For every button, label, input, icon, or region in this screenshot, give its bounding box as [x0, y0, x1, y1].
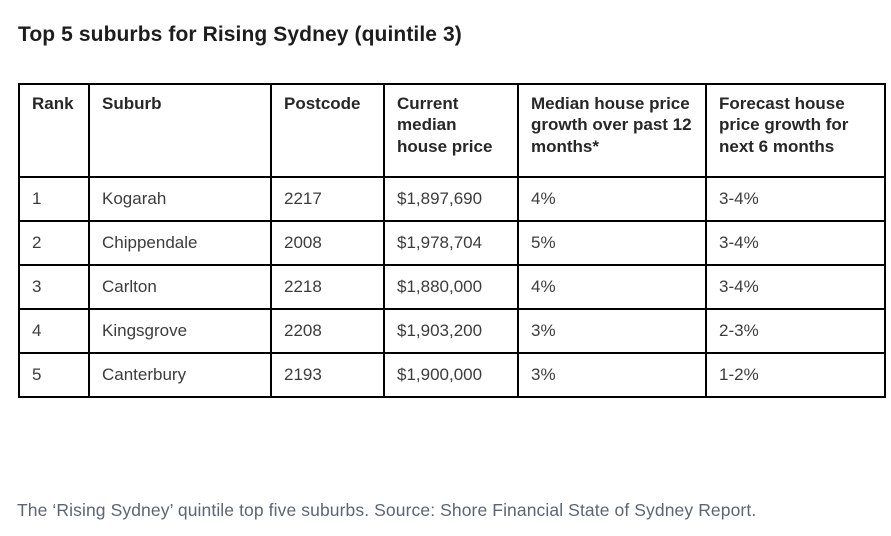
table-row: 2 Chippendale 2008 $1,978,704 5% 3-4% — [18, 220, 886, 266]
figure-caption: The ‘Rising Sydney’ quintile top five su… — [17, 500, 757, 520]
column-header: Current median house price — [383, 83, 519, 178]
table-cell: Canterbury — [88, 352, 272, 398]
table-cell: 1-2% — [705, 352, 886, 398]
table-cell: Carlton — [88, 264, 272, 310]
table-cell: $1,900,000 — [383, 352, 519, 398]
column-header: Suburb — [88, 83, 272, 178]
table-cell: 4% — [517, 264, 707, 310]
table-cell: 5% — [517, 220, 707, 266]
table-cell: Kingsgrove — [88, 308, 272, 354]
table-cell: Kogarah — [88, 176, 272, 222]
table-cell: 2208 — [270, 308, 385, 354]
table-cell: Chippendale — [88, 220, 272, 266]
table-cell: 2-3% — [705, 308, 886, 354]
table-cell: 2008 — [270, 220, 385, 266]
table-cell: 2218 — [270, 264, 385, 310]
table-cell: $1,897,690 — [383, 176, 519, 222]
table-cell: $1,903,200 — [383, 308, 519, 354]
table-cell: 1 — [18, 176, 90, 222]
table-cell: 3-4% — [705, 176, 886, 222]
table-cell: 3-4% — [705, 220, 886, 266]
table-cell: $1,880,000 — [383, 264, 519, 310]
table-header-row: Rank Suburb Postcode Current median house p… — [18, 83, 886, 178]
table-row: 3 Carlton 2218 $1,880,000 4% 3-4% — [18, 264, 886, 310]
table-row: 1 Kogarah 2217 $1,897,690 4% 3-4% — [18, 176, 886, 222]
table-cell: 3 — [18, 264, 90, 310]
column-header: Median house price growth over past 12 m… — [517, 83, 707, 178]
table-cell: 4% — [517, 176, 707, 222]
table-cell: 4 — [18, 308, 90, 354]
column-header: Forecast house price growth for next 6 m… — [705, 83, 886, 178]
table-cell: 3% — [517, 308, 707, 354]
table-cell: $1,978,704 — [383, 220, 519, 266]
table-row: 4 Kingsgrove 2208 $1,903,200 3% 2-3% — [18, 308, 886, 354]
column-header: Rank — [18, 83, 90, 178]
table-cell: 2193 — [270, 352, 385, 398]
table-cell: 5 — [18, 352, 90, 398]
column-header: Postcode — [270, 83, 385, 178]
table-cell: 3% — [517, 352, 707, 398]
table-cell: 3-4% — [705, 264, 886, 310]
table-cell: 2 — [18, 220, 90, 266]
suburbs-table: Rank Suburb Postcode Current median house p… — [18, 83, 886, 398]
figure-title: Top 5 suburbs for Rising Sydney (quintil… — [18, 23, 462, 46]
table-cell: 2217 — [270, 176, 385, 222]
table-row: 5 Canterbury 2193 $1,900,000 3% 1-2% — [18, 352, 886, 398]
